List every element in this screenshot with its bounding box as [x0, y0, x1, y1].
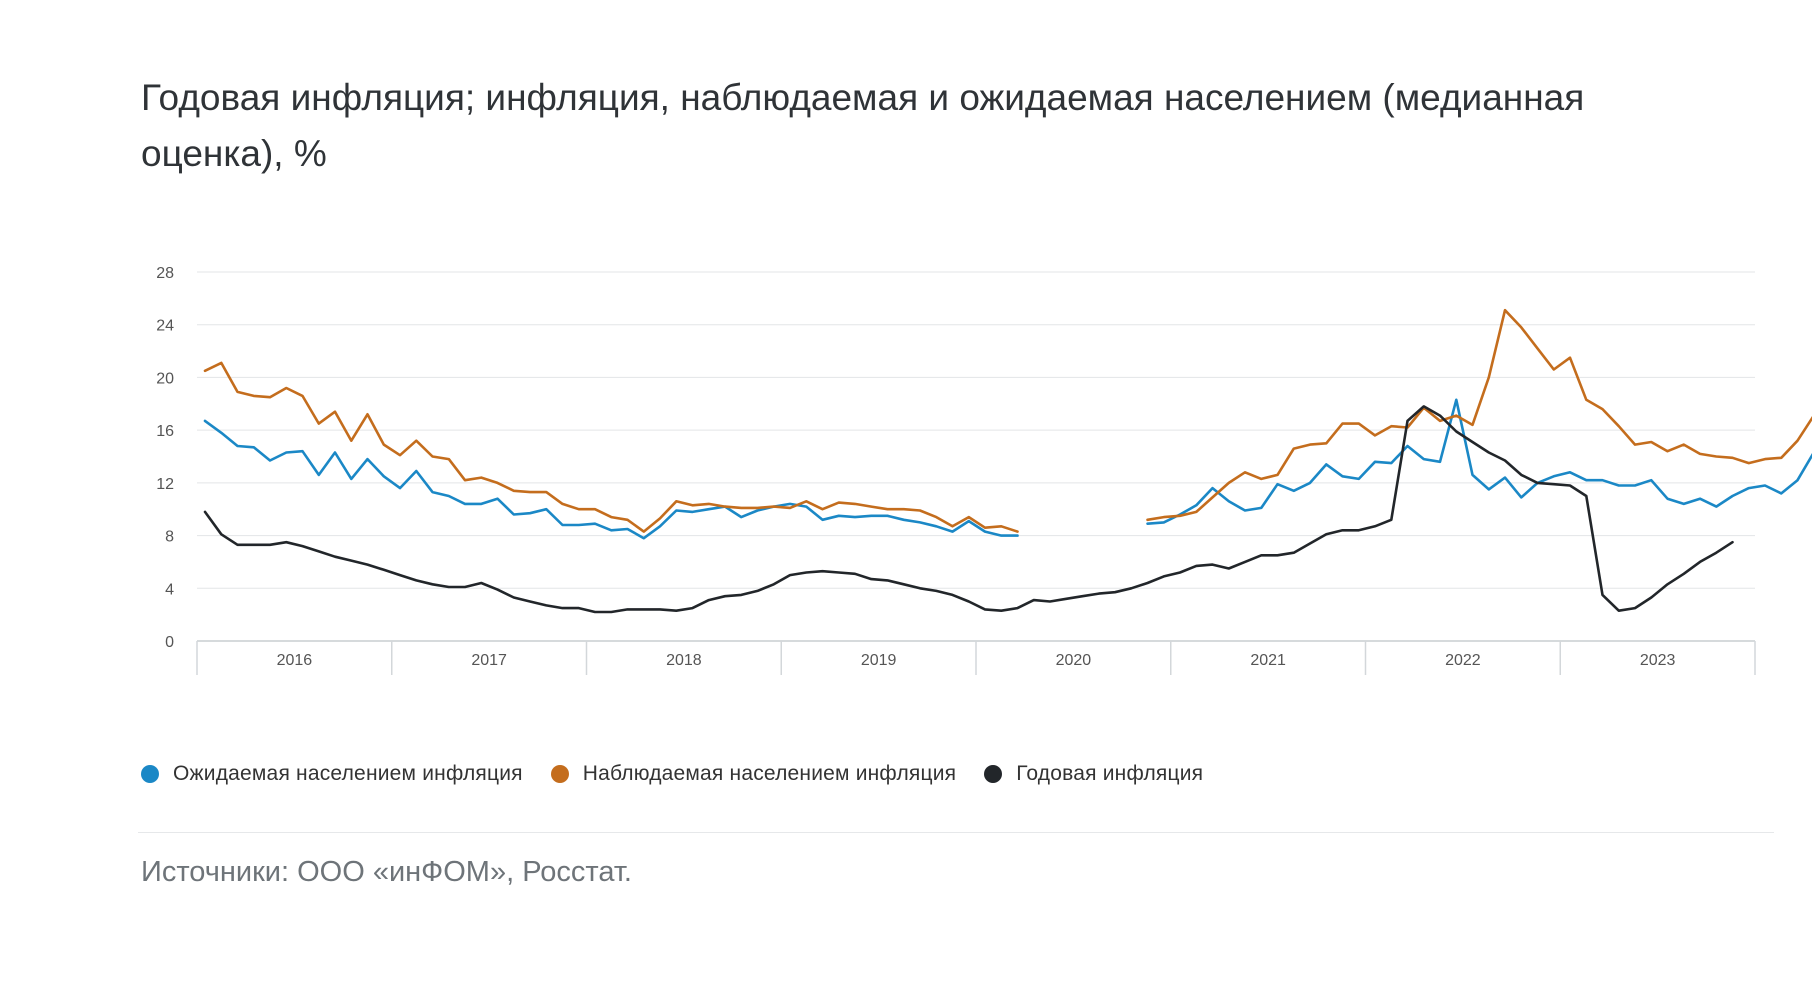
- x-tick-label-2023: 2023: [1640, 652, 1676, 669]
- legend-item-annual[interactable]: Годовая инфляция: [984, 762, 1203, 786]
- legend-item-expected[interactable]: Ожидаемая населением инфляция: [141, 762, 523, 786]
- y-axis-ticks: 0 4 8 12 16 20 24 28: [156, 265, 174, 651]
- grid-lines: [197, 271, 1755, 589]
- y-tick-label-16: 16: [156, 423, 174, 440]
- y-tick-label-8: 8: [165, 529, 174, 546]
- y-tick-label-28: 28: [156, 265, 174, 282]
- y-tick-label-0: 0: [165, 634, 174, 651]
- x-tick-label-2021: 2021: [1250, 652, 1286, 669]
- x-tick-label-2016: 2016: [277, 652, 313, 669]
- legend-dot-expected: [141, 765, 159, 783]
- legend-dot-annual: [984, 765, 1003, 783]
- series-line-0: [203, 398, 1812, 540]
- x-tick-label-2020: 2020: [1056, 652, 1092, 669]
- divider: [138, 832, 1774, 833]
- x-axis: 2016 2017 2018 2019 2020 2021 2022 2023: [196, 640, 1756, 675]
- legend-label-annual: Годовая инфляция: [1016, 762, 1204, 785]
- y-tick-label-4: 4: [165, 581, 174, 598]
- y-tick-label-24: 24: [156, 318, 174, 335]
- chart-title: Годовая инфляция; инфляция, наблюдаемая …: [141, 77, 1585, 174]
- source-note: Источники: ООО «инФОМ», Росстат.: [141, 856, 632, 888]
- series-line-2: [203, 405, 1734, 614]
- legend-dot-observed: [550, 765, 569, 783]
- x-tick-label-2017: 2017: [471, 652, 507, 669]
- series-line-1: [203, 308, 1812, 533]
- x-tick-label-2019: 2019: [861, 652, 897, 669]
- x-tick-label-2022: 2022: [1445, 652, 1481, 669]
- legend-item-observed[interactable]: Наблюдаемая населением инфляция: [550, 762, 957, 786]
- y-tick-label-20: 20: [156, 370, 174, 387]
- legend-label-expected: Ожидаемая населением инфляция: [173, 762, 523, 785]
- series-lines: [203, 308, 1812, 614]
- y-tick-label-12: 12: [156, 476, 174, 493]
- x-tick-label-2018: 2018: [666, 652, 702, 669]
- legend: Ожидаемая населением инфляция Наблюдаема…: [141, 762, 1231, 786]
- legend-label-observed: Наблюдаемая населением инфляция: [582, 762, 957, 785]
